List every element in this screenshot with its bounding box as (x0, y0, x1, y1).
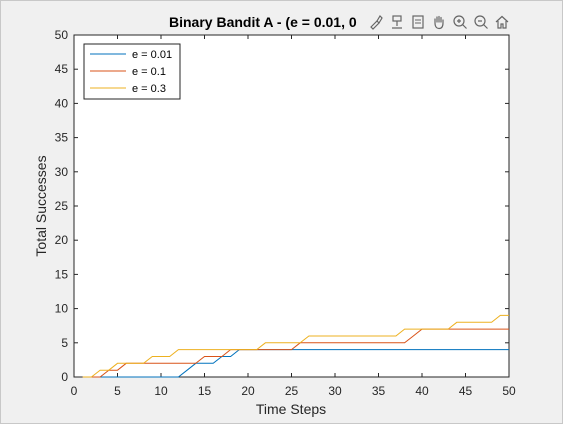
x-tick-label: 50 (502, 384, 516, 398)
y-axis-title: Total Successes (33, 155, 49, 256)
legend-label: e = 0.3 (132, 83, 166, 95)
legend[interactable]: e = 0.01 e = 0.1 e = 0.3 (83, 43, 181, 100)
axes-toolbar (366, 11, 512, 33)
x-tick-label: 30 (328, 384, 342, 398)
y-tick-label: 35 (55, 131, 69, 145)
x-tick-label: 5 (114, 384, 121, 398)
data-tips-icon[interactable] (387, 12, 407, 32)
y-tick-label: 30 (55, 165, 69, 179)
chart-title: Binary Bandit A - (e = 0.01, 0 (169, 14, 357, 30)
x-tick-label: 0 (71, 384, 78, 398)
zoom-out-icon[interactable] (471, 12, 491, 32)
pan-icon[interactable] (429, 12, 449, 32)
series-line-1 (82, 349, 509, 378)
legend-label: e = 0.01 (132, 49, 172, 61)
y-tick-label: 5 (61, 336, 68, 350)
brush-icon[interactable] (366, 12, 386, 32)
series-line-3 (82, 314, 509, 378)
edit-icon[interactable] (408, 12, 428, 32)
y-tick-label: 15 (55, 267, 69, 281)
y-tick-label: 40 (55, 96, 69, 110)
x-tick-label: 20 (241, 384, 255, 398)
zoom-in-icon[interactable] (450, 12, 470, 32)
y-tick-label: 0 (61, 370, 68, 384)
y-tick-label: 20 (55, 233, 69, 247)
legend-label: e = 0.1 (132, 66, 166, 78)
x-tick-label: 10 (154, 384, 168, 398)
x-tick-label: 35 (372, 384, 386, 398)
y-tick-label: 25 (55, 199, 69, 213)
home-icon[interactable] (492, 12, 512, 32)
y-tick-label: 45 (55, 62, 69, 76)
y-tick-label: 50 (55, 28, 69, 42)
x-axis-title: Time Steps (256, 401, 326, 417)
x-tick-label: 25 (285, 384, 299, 398)
x-tick-label: 40 (415, 384, 429, 398)
x-tick-label: 15 (198, 384, 212, 398)
x-tick-label: 45 (459, 384, 473, 398)
y-tick-label: 10 (55, 302, 69, 316)
